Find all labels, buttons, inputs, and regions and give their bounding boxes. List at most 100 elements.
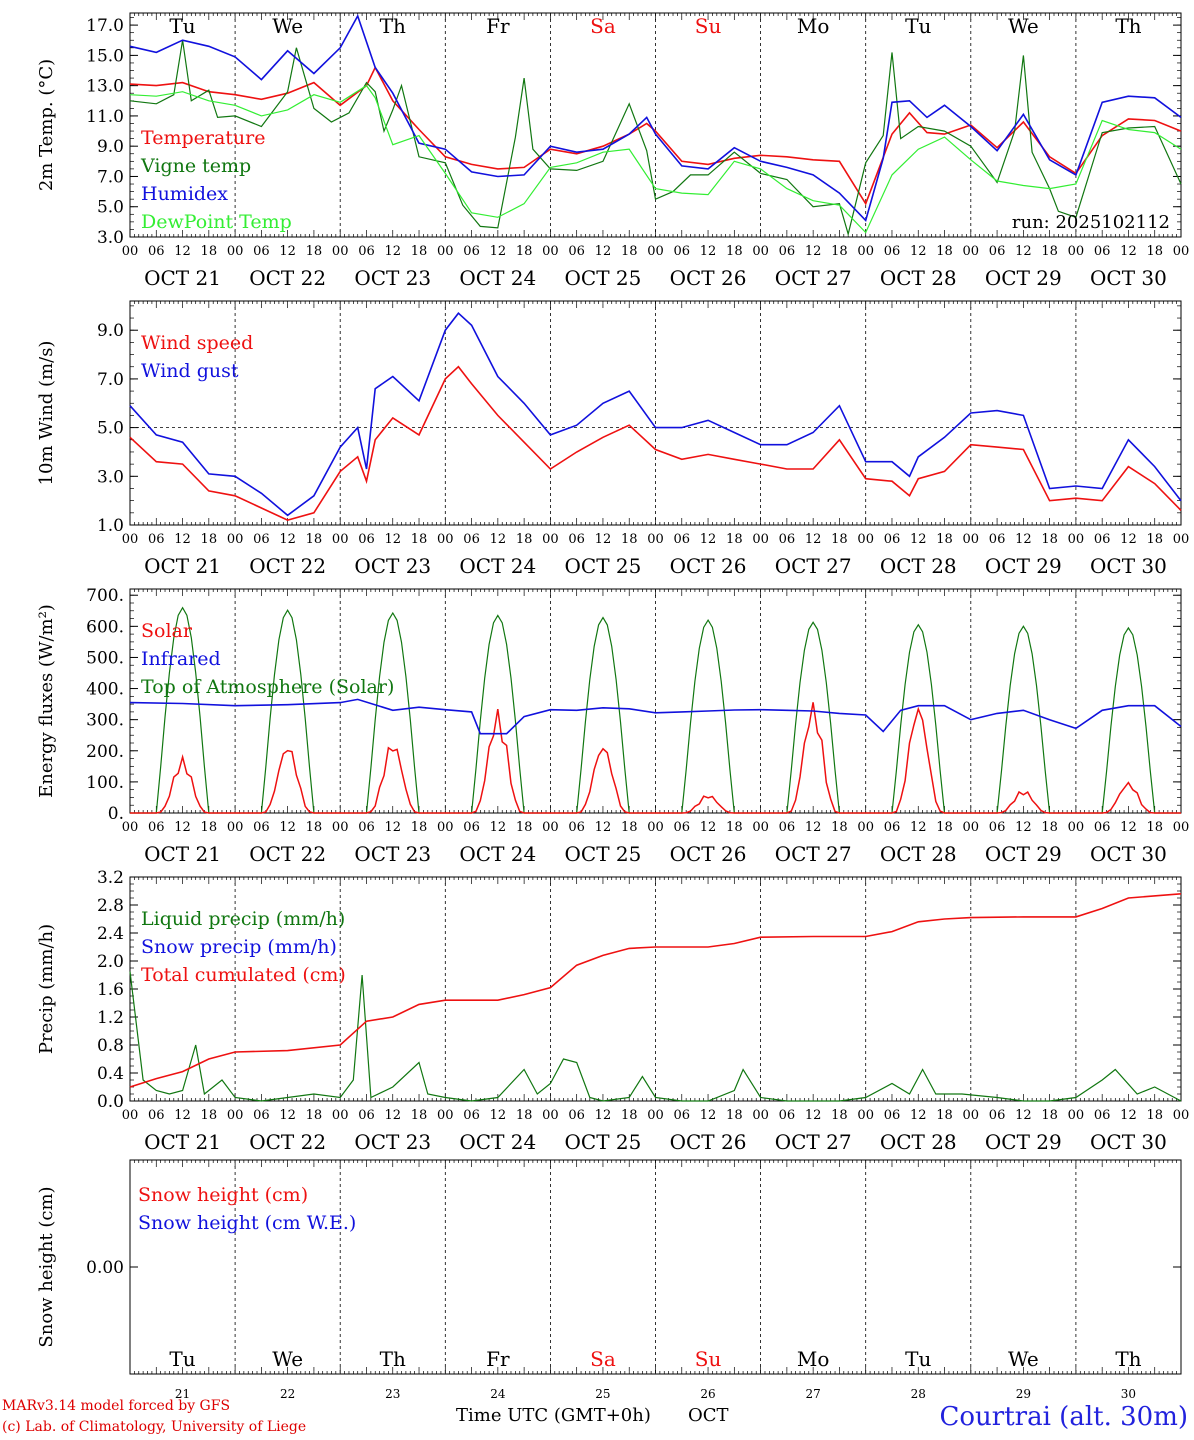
time-axis-title: Time UTC (GMT+0h)	[456, 1405, 651, 1426]
panel-4-hour-label: 18	[411, 1108, 428, 1123]
panel-3-date-label: OCT 26	[670, 842, 747, 866]
panel-4-hour-label: 18	[726, 1108, 743, 1123]
panel-3-date-label: OCT 27	[775, 842, 852, 866]
panel-3-legend-item: Top of Atmosphere (Solar)	[141, 676, 394, 698]
panel-1-hour-label: 18	[831, 244, 848, 259]
panel-1-legend-item: Temperature	[141, 127, 265, 149]
weekday-label-top: Tu	[169, 14, 195, 38]
panel-1-hour-label: 00	[752, 244, 769, 259]
day-number-label: 29	[1016, 1387, 1031, 1401]
run-label: run: 2025102112	[1012, 212, 1170, 233]
day-number-label: 27	[806, 1387, 821, 1401]
day-number-label: 30	[1121, 1387, 1136, 1401]
panel-2-date-label: OCT 28	[880, 554, 957, 578]
panel-3-hour-label: 18	[411, 820, 428, 835]
panel-4-hour-label: 06	[463, 1108, 480, 1123]
panel-1-hour-label: 06	[463, 244, 480, 259]
panel-4-hour-label: 18	[306, 1108, 323, 1123]
panel-4-hour-label: 06	[779, 1108, 796, 1123]
panel-2-hour-label: 18	[306, 532, 323, 547]
panel-1-hour-label: 00	[963, 244, 980, 259]
panel-4-hour-label: 12	[1015, 1108, 1032, 1123]
panel-4-hour-label: 00	[857, 1108, 874, 1123]
panel-3-hour-label: 06	[989, 820, 1006, 835]
panel-3-legend-item: Solar	[141, 620, 193, 642]
panel-3-hour-label: 00	[122, 820, 139, 835]
day-number-label: 23	[385, 1387, 400, 1401]
series-total-cumulated-cm-	[129, 893, 1182, 1088]
panel-2-date-label: OCT 27	[775, 554, 852, 578]
panel-4-hour-label: 00	[227, 1108, 244, 1123]
panel-3-hour-label: 18	[306, 820, 323, 835]
model-credit: MARv3.14 model forced by GFS	[2, 1398, 231, 1414]
weekday-label-bottom: Tu	[905, 1347, 931, 1371]
panel-2-hour-label: 00	[647, 532, 664, 547]
panel-1-hour-label: 18	[621, 244, 638, 259]
panel-1-y-tick-label: 15.0	[86, 46, 124, 66]
panel-3-hour-label: 00	[963, 820, 980, 835]
panel-2-date-label: OCT 22	[249, 554, 326, 578]
panel-4-date-label: OCT 21	[144, 1130, 221, 1154]
panel-4-date-label: OCT 29	[985, 1130, 1062, 1154]
panel-2-hour-label: 00	[122, 532, 139, 547]
panel-3-hour-label: 18	[201, 820, 218, 835]
panel-2-y-tick-label: 7.0	[97, 370, 124, 390]
panel-2-hour-label: 00	[857, 532, 874, 547]
panel-1-date-label: OCT 24	[459, 266, 536, 290]
panel-2-hour-label: 12	[1120, 532, 1137, 547]
weekday-label-top: We	[272, 14, 303, 38]
panel-1-y-tick-label: 13.0	[86, 77, 124, 97]
panel-2-hour-label: 06	[779, 532, 796, 547]
panel-2-hour-label: 18	[726, 532, 743, 547]
panel-3-hour-label: 12	[700, 820, 717, 835]
panel-3-date-label: OCT 22	[249, 842, 326, 866]
panel-3-hour-label: 18	[936, 820, 953, 835]
panel-2-frame	[129, 300, 1182, 526]
panel-3-y-tick-label: 0.	[108, 804, 124, 824]
panel-4-hour-label: 18	[201, 1108, 218, 1123]
panel-4-hour-label: 06	[148, 1108, 165, 1123]
panel-4-hour-label: 12	[174, 1108, 191, 1123]
panel-1-y-tick-label: 11.0	[86, 107, 124, 127]
panel-2-hour-label: 00	[227, 532, 244, 547]
panel-2-hour-label: 12	[700, 532, 717, 547]
panel-2-hour-label: 18	[1041, 532, 1058, 547]
panel-3-frame	[129, 588, 1182, 814]
panel-3-hour-label: 18	[1146, 820, 1163, 835]
panel-4-hour-label: 12	[595, 1108, 612, 1123]
panel-2-hour-label: 06	[884, 532, 901, 547]
weekday-label-top: Su	[695, 14, 722, 38]
panel-2-hour-label: 12	[174, 532, 191, 547]
panel-1-hour-label: 06	[1094, 244, 1111, 259]
panel-1-hour-label: 06	[148, 244, 165, 259]
panel-4-hour-label: 00	[963, 1108, 980, 1123]
panel-1-legend-item: Humidex	[141, 183, 228, 205]
panel-4-hour-label: 00	[437, 1108, 454, 1123]
panel-2-hour-label: 12	[805, 532, 822, 547]
panel-1-y-tick-label: 3.0	[97, 228, 124, 248]
panel-4-y-tick-label: 1.2	[97, 1008, 124, 1028]
panel-2-hour-label: 00	[542, 532, 559, 547]
weekday-label-top: Fr	[486, 14, 510, 38]
panel-1-y-tick-label: 9.0	[97, 137, 124, 157]
panel-2-hour-label: 18	[831, 532, 848, 547]
panel-2-hour-label: 12	[490, 532, 507, 547]
panel-3-hour-label: 06	[1094, 820, 1111, 835]
panel-2-date-label: OCT 29	[985, 554, 1062, 578]
panel-1-y-tick-label: 5.0	[97, 198, 124, 218]
panel-2-y-tick-label: 3.0	[97, 467, 124, 487]
day-number-label: 28	[911, 1387, 926, 1401]
panel-4-hour-label: 06	[568, 1108, 585, 1123]
panel-1-hour-label: 18	[306, 244, 323, 259]
series-humidex	[129, 14, 1182, 222]
panel-1-date-label: OCT 26	[670, 266, 747, 290]
panel-5-y-axis-label: Snow height (cm)	[36, 1186, 57, 1347]
panel-3-date-label: OCT 21	[144, 842, 221, 866]
panel-3-hour-label: 06	[568, 820, 585, 835]
panel-4-hour-label: 12	[1120, 1108, 1137, 1123]
panel-2-hour-label: 06	[1094, 532, 1111, 547]
panel-1-hour-label: 06	[989, 244, 1006, 259]
panel-1-legend-item: Vigne temp	[140, 155, 251, 177]
panel-3-hour-label: 00	[542, 820, 559, 835]
panel-1-hour-label: 06	[253, 244, 270, 259]
